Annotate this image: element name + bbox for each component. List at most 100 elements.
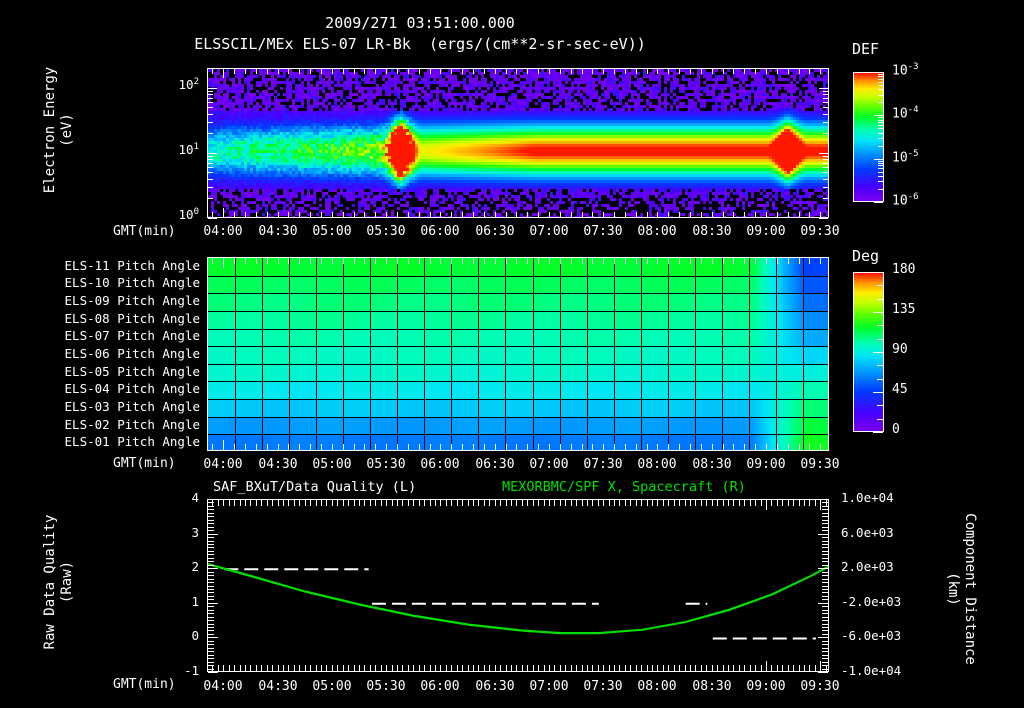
x-tick-bottom	[451, 665, 452, 671]
x-tick-bottom	[733, 665, 734, 671]
deg-cbar-tick	[877, 405, 883, 406]
x-tick-top	[598, 500, 599, 506]
x-tick-bottom	[527, 444, 528, 450]
x-tick-top	[234, 500, 235, 506]
x-tick-bottom	[240, 665, 241, 671]
x-tick-bottom	[364, 665, 365, 671]
y-tick-right	[823, 107, 828, 108]
y-tick-left	[208, 107, 213, 108]
x-tick-top	[495, 500, 496, 506]
y-tick-left	[208, 513, 214, 514]
x-tick-bottom	[234, 665, 235, 671]
y-tick-left	[208, 624, 214, 625]
x-tick-bottom	[733, 212, 734, 217]
x-tick-top	[663, 500, 664, 506]
x-tick-top	[733, 258, 734, 264]
x-tick-top	[690, 69, 691, 74]
panel1-ytick-label: 100	[178, 207, 199, 223]
x-tick-top	[603, 69, 604, 74]
x-tick-top	[364, 69, 365, 74]
x-tick-bottom	[375, 444, 376, 450]
x-tick-top	[430, 500, 431, 506]
x-tick-bottom	[804, 665, 805, 671]
x-tick-bottom	[777, 444, 778, 450]
x-tick-top	[668, 258, 669, 264]
x-tick-bottom	[712, 444, 713, 450]
x-tick-bottom	[451, 212, 452, 217]
def-cbar-tick-label: 10-6	[892, 192, 919, 209]
x-tick-bottom	[392, 665, 393, 671]
x-tick-bottom	[440, 665, 441, 671]
x-tick-bottom	[516, 665, 517, 671]
x-tick-bottom	[668, 444, 669, 450]
x-tick-bottom	[413, 665, 414, 671]
x-tick-top	[506, 500, 507, 506]
x-tick-bottom	[462, 212, 463, 217]
x-tick-top	[337, 500, 338, 506]
x-tick-top	[657, 69, 658, 74]
def-colorbar[interactable]	[853, 72, 884, 202]
panel2-row-label: ELS-04 Pitch Angle	[64, 381, 200, 396]
y-tick-left	[208, 153, 217, 154]
x-tick-top	[332, 258, 333, 264]
electron-energy-spectrogram-panel[interactable]	[207, 68, 829, 218]
x-tick-top	[375, 69, 376, 74]
y-tick-right	[822, 579, 828, 580]
x-tick-bottom	[820, 212, 821, 217]
x-tick-bottom	[755, 665, 756, 671]
def-cbar-tick	[878, 102, 883, 103]
x-tick-top	[739, 500, 740, 506]
x-tick-top	[484, 258, 485, 264]
y-tick-right	[822, 658, 828, 659]
deg-cbar-tick	[873, 312, 883, 313]
x-tick-top	[636, 258, 637, 264]
x-tick-bottom	[468, 665, 469, 671]
x-tick-top	[560, 500, 561, 506]
x-tick-bottom	[457, 665, 458, 671]
panel2-xtick-label: 04:30	[258, 457, 298, 472]
panel3-left-tick-label: 4	[191, 490, 199, 505]
x-tick-bottom	[495, 665, 496, 671]
y-tick-right	[822, 617, 828, 618]
x-tick-top	[766, 69, 767, 74]
y-tick-right	[823, 102, 828, 103]
x-tick-top	[299, 258, 300, 264]
data-quality-distance-panel[interactable]	[207, 499, 829, 672]
x-tick-bottom	[278, 665, 279, 671]
y-tick-left	[208, 596, 214, 597]
x-tick-top	[668, 500, 669, 506]
y-tick-right	[822, 665, 828, 666]
x-tick-bottom	[408, 212, 409, 217]
x-tick-bottom	[359, 665, 360, 671]
x-tick-bottom	[679, 212, 680, 217]
x-tick-top	[278, 500, 279, 506]
panel3-xtick-label: 08:30	[692, 679, 732, 694]
panel3-right-tick-label: -1.0e+04	[841, 663, 902, 678]
x-tick-top	[332, 69, 333, 74]
x-tick-top	[451, 69, 452, 74]
y-tick-left	[208, 516, 214, 517]
x-tick-bottom	[771, 665, 772, 671]
y-tick-right	[822, 634, 828, 635]
x-tick-top	[419, 500, 420, 506]
x-tick-bottom	[799, 665, 800, 671]
panel2-xtick-label: 07:30	[583, 457, 623, 472]
y-tick-left	[208, 506, 214, 507]
x-tick-bottom	[506, 212, 507, 217]
pitch-angle-panel[interactable]	[207, 257, 829, 451]
x-tick-top	[451, 258, 452, 264]
y-tick-right	[822, 516, 828, 517]
x-tick-top	[549, 258, 550, 264]
panel2-row-label: ELS-08 Pitch Angle	[64, 311, 200, 326]
x-tick-bottom	[223, 665, 224, 671]
y-tick-left	[208, 509, 214, 510]
def-cbar-tick	[874, 159, 883, 160]
y-tick-left	[208, 218, 217, 219]
panel2-gmt-label: GMT(min)	[113, 456, 176, 471]
y-tick-right	[822, 558, 828, 559]
x-tick-bottom	[603, 444, 604, 450]
panel3-right-tick-label: -2.0e+03	[841, 594, 902, 609]
deg-cbar-tick-label: 135	[892, 302, 916, 317]
x-tick-top	[647, 69, 648, 74]
x-tick-top	[701, 500, 702, 506]
